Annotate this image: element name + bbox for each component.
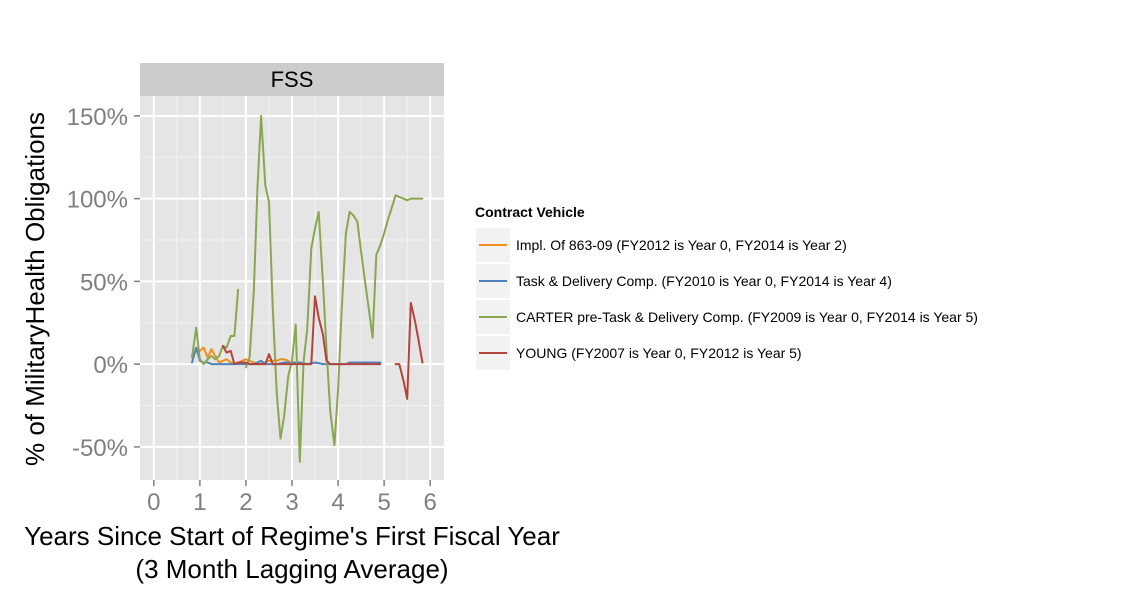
legend: Contract Vehicle Impl. Of 863-09 (FY2012… [475, 204, 978, 370]
x-tick-label: 6 [424, 489, 437, 516]
y-axis: -50% 0% 50% 100% 150% [67, 104, 140, 462]
facet-strip-label: FSS [271, 67, 314, 92]
series-line-3-segment-1 [191, 288, 240, 366]
x-tick-label: 5 [377, 489, 390, 516]
facet-strip [140, 63, 444, 96]
legend-label-2: Task & Delivery Comp. (FY2010 is Year 0,… [516, 273, 892, 289]
x-tick-label: 2 [239, 489, 252, 516]
series-line-4-segment-2 [394, 301, 424, 400]
x-axis-title: Years Since Start of Regime's First Fisc… [24, 521, 560, 551]
legend-title: Contract Vehicle [475, 204, 585, 220]
y-tick-label: 0% [93, 352, 128, 379]
x-tick-label: 1 [193, 489, 206, 516]
x-tick-label: 4 [331, 489, 344, 516]
y-axis-title: % of MilitaryHealth Obligations [20, 112, 50, 466]
y-tick-label: 150% [67, 104, 128, 131]
x-axis-subtitle: (3 Month Lagging Average) [135, 554, 448, 584]
legend-label-3: CARTER pre-Task & Delivery Comp. (FY2009… [516, 309, 978, 325]
x-axis: 0 1 2 3 4 5 6 [147, 480, 437, 516]
legend-items: Impl. Of 863-09 (FY2012 is Year 0, FY201… [476, 228, 978, 370]
y-tick-label: 50% [80, 269, 128, 296]
legend-label-4: YOUNG (FY2007 is Year 0, FY2012 is Year … [516, 345, 802, 361]
legend-label-1: Impl. Of 863-09 (FY2012 is Year 0, FY201… [516, 237, 847, 253]
series-line-4-segment-1 [221, 295, 382, 366]
y-tick-label: 100% [67, 187, 128, 214]
series-lines [191, 114, 424, 463]
y-tick-label: -50% [72, 435, 128, 462]
x-tick-label: 0 [147, 489, 160, 516]
x-tick-label: 3 [285, 489, 298, 516]
